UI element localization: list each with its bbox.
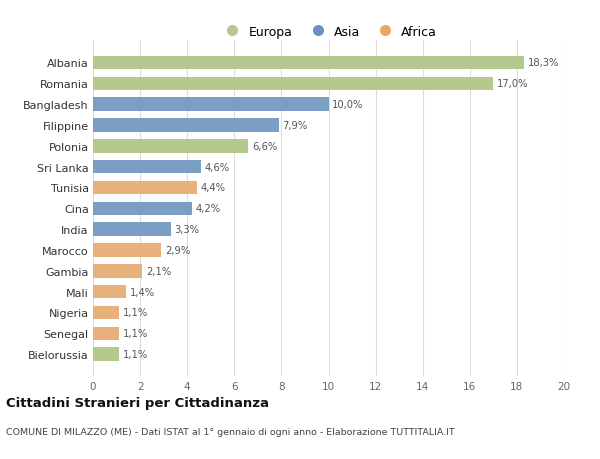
Bar: [93, 306, 119, 319]
Text: 1,1%: 1,1%: [122, 349, 148, 359]
Bar: [93, 77, 493, 91]
Text: 7,9%: 7,9%: [283, 121, 308, 131]
Text: 10,0%: 10,0%: [332, 100, 364, 110]
Text: 6,6%: 6,6%: [252, 141, 277, 151]
Text: 2,9%: 2,9%: [165, 246, 190, 255]
Bar: [93, 119, 279, 133]
Bar: [93, 140, 248, 153]
Bar: [93, 285, 126, 299]
Text: 2,1%: 2,1%: [146, 266, 171, 276]
Bar: [93, 223, 171, 236]
Bar: [93, 202, 192, 216]
Text: 18,3%: 18,3%: [527, 58, 559, 68]
Text: 1,4%: 1,4%: [130, 287, 155, 297]
Text: 4,2%: 4,2%: [196, 204, 221, 214]
Text: 17,0%: 17,0%: [497, 79, 529, 89]
Text: 1,1%: 1,1%: [122, 308, 148, 318]
Text: 4,6%: 4,6%: [205, 162, 230, 172]
Bar: [93, 98, 329, 112]
Text: 1,1%: 1,1%: [122, 329, 148, 339]
Bar: [93, 181, 197, 195]
Text: 4,4%: 4,4%: [200, 183, 225, 193]
Text: Cittadini Stranieri per Cittadinanza: Cittadini Stranieri per Cittadinanza: [6, 396, 269, 409]
Bar: [93, 56, 524, 70]
Text: 3,3%: 3,3%: [174, 224, 199, 235]
Legend: Europa, Asia, Africa: Europa, Asia, Africa: [215, 21, 442, 44]
Bar: [93, 244, 161, 257]
Bar: [93, 264, 142, 278]
Bar: [93, 327, 119, 341]
Bar: [93, 161, 202, 174]
Text: COMUNE DI MILAZZO (ME) - Dati ISTAT al 1° gennaio di ogni anno - Elaborazione TU: COMUNE DI MILAZZO (ME) - Dati ISTAT al 1…: [6, 427, 455, 436]
Bar: [93, 347, 119, 361]
